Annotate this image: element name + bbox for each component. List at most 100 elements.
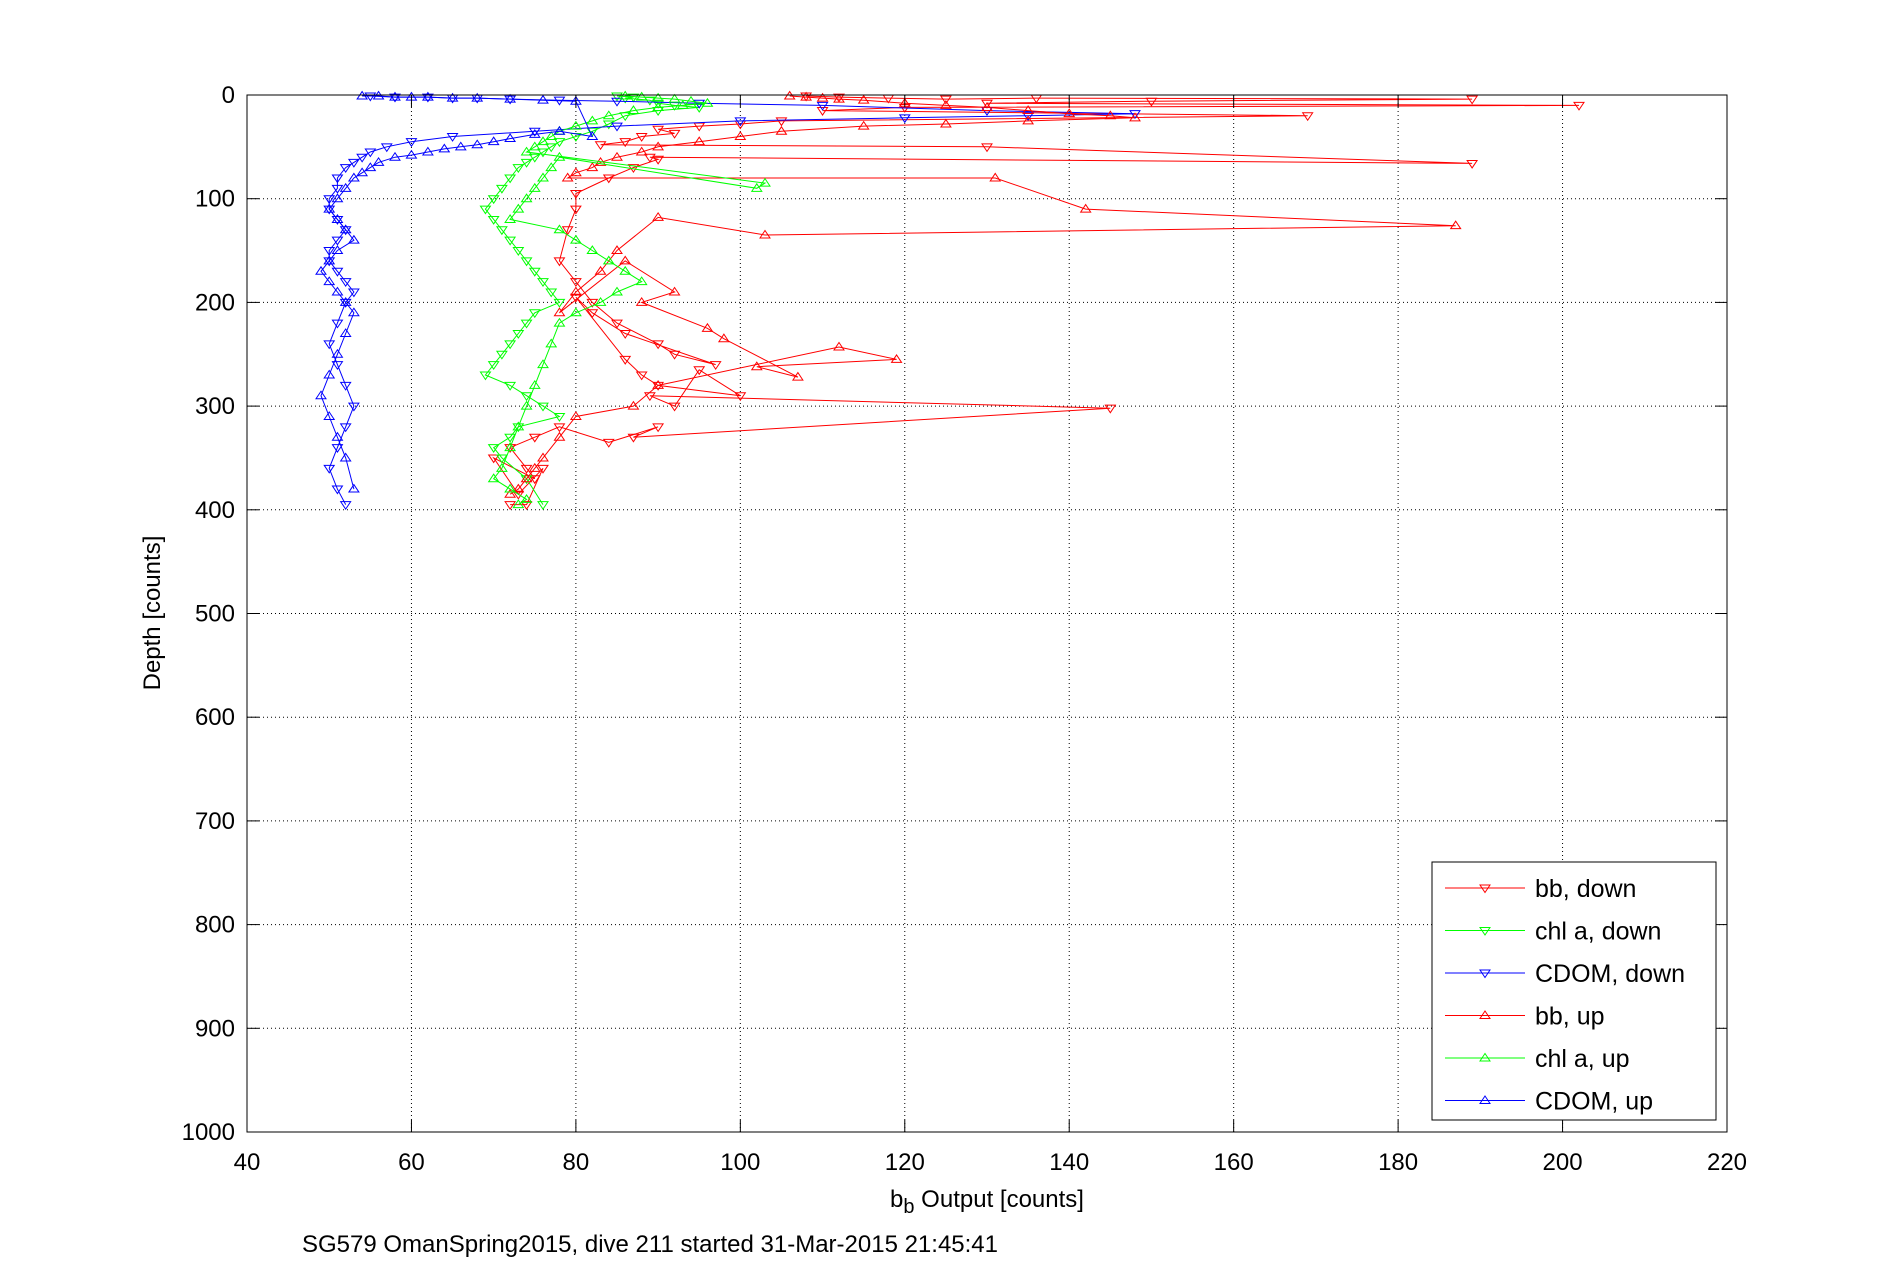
data-point (504, 483, 517, 493)
data-point (487, 361, 500, 371)
data-point (553, 431, 566, 441)
data-point (520, 193, 533, 203)
data-point (504, 488, 517, 498)
data-point (364, 148, 377, 158)
data-point (339, 278, 352, 288)
y-tick-label: 900 (195, 1015, 235, 1042)
data-point (553, 317, 566, 327)
data-point (331, 215, 344, 225)
data-point (545, 288, 558, 298)
data-point (512, 499, 525, 509)
ticks (246, 94, 1728, 1133)
data-point (339, 423, 352, 433)
data-point (594, 265, 607, 275)
legend-item: chl a, down (1445, 918, 1661, 946)
data-point (594, 141, 607, 151)
data-point (939, 99, 952, 109)
x-tick-label: 200 (1543, 1149, 1583, 1176)
data-point (520, 400, 533, 410)
data-point (537, 452, 549, 462)
data-point (1466, 159, 1479, 169)
data-point (339, 226, 352, 236)
legend-marker (1479, 884, 1491, 894)
data-point (685, 95, 697, 105)
data-point (898, 114, 911, 124)
data-point (586, 309, 599, 319)
data-point (652, 99, 665, 109)
data-point (504, 95, 517, 105)
data-point (528, 475, 541, 485)
data-point (471, 139, 484, 149)
legend-marker (1479, 1052, 1491, 1062)
data-point (504, 236, 517, 246)
data-point (586, 298, 599, 308)
data-point (454, 141, 467, 151)
data-point (446, 132, 459, 142)
data-point (446, 92, 459, 102)
legend-box (1431, 861, 1717, 1121)
data-point (356, 167, 369, 177)
data-point (339, 452, 352, 462)
data-point (1063, 108, 1076, 118)
x-tick-label: 60 (398, 1149, 425, 1176)
data-point (495, 226, 508, 236)
data-point (709, 361, 722, 371)
data-point (495, 454, 508, 464)
legend-marker (1479, 969, 1491, 979)
data-point (528, 141, 541, 151)
legend-item: bb, down (1445, 875, 1636, 903)
data-point (586, 245, 599, 255)
data-point (339, 328, 352, 338)
data-point (1022, 115, 1035, 125)
data-point (495, 350, 508, 360)
data-point (331, 267, 344, 277)
data-point (504, 501, 517, 511)
data-point (652, 141, 665, 151)
data-point (331, 245, 344, 255)
data-point (833, 341, 845, 351)
data-point (504, 442, 517, 452)
data-point (734, 117, 747, 127)
data-point (635, 296, 648, 306)
data-point (323, 255, 336, 265)
data-point (1129, 110, 1141, 120)
data-point (347, 158, 360, 168)
data-point (315, 390, 327, 400)
data-point (331, 361, 344, 371)
data-point (347, 307, 360, 317)
data-point (857, 120, 870, 130)
data-point (504, 433, 517, 443)
data-point (701, 322, 714, 332)
data-point (775, 117, 788, 127)
data-point (750, 361, 763, 371)
x-tick-label: 180 (1378, 1149, 1418, 1176)
data-point (668, 129, 681, 139)
x-tick-labels: 40 60 80 100 120 140 160 180 200 220 (234, 1149, 1747, 1176)
data-point (652, 340, 665, 350)
data-point (504, 174, 517, 184)
data-point (512, 164, 525, 173)
data-point (323, 340, 336, 350)
data-point (380, 143, 393, 153)
data-point (668, 350, 681, 360)
y-tick-label: 200 (195, 289, 235, 316)
legend-label: chl a, up (1535, 1045, 1630, 1073)
y-tick-label: 700 (195, 808, 235, 835)
legend: bb, down chl a, down CDOM, down bb, up chl a… (1431, 861, 1717, 1121)
data-point (569, 190, 582, 199)
data-point (800, 91, 813, 101)
data-point (520, 464, 533, 474)
data-point (693, 366, 706, 376)
data-point (717, 333, 730, 343)
data-point (528, 462, 541, 472)
data-point (520, 473, 533, 483)
data-point (537, 278, 549, 288)
data-point (775, 125, 788, 135)
data-point (537, 136, 549, 146)
data-point (347, 234, 360, 244)
data-point (331, 348, 344, 358)
data-point (1022, 112, 1035, 122)
data-point (487, 454, 500, 464)
data-point (364, 162, 377, 172)
